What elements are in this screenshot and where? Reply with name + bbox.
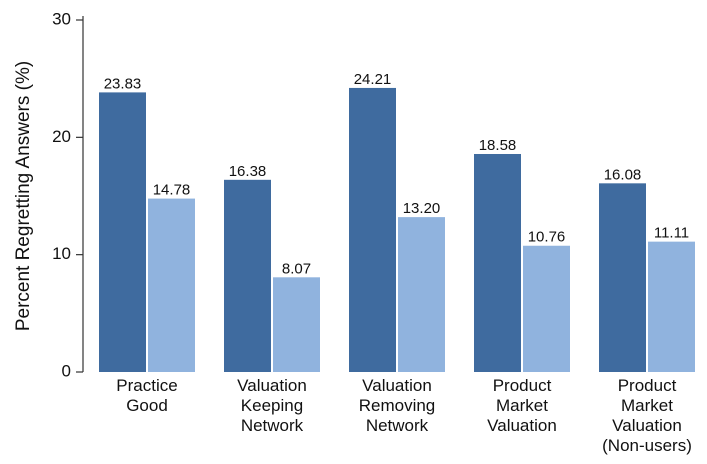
value-label: 8.07 [282,260,311,277]
x-tick-label: Product Market Valuation [487,376,557,435]
value-label: 24.21 [354,71,392,88]
y-tick-label: 10 [52,244,71,263]
x-tick-label: Product Market Valuation (Non-users) [602,376,692,455]
bar [648,241,695,372]
y-tick-label: 0 [62,361,71,380]
bar [523,245,570,372]
value-label: 18.58 [479,137,517,154]
value-label: 13.20 [403,200,441,217]
y-tick-label: 20 [52,127,71,146]
y-tick-label: 30 [52,9,71,28]
bar [148,198,195,372]
bar [224,179,271,372]
bar [474,153,521,372]
value-label: 10.76 [528,229,566,246]
value-label: 23.83 [104,75,142,92]
x-tick-label: Valuation Removing Network [359,376,436,435]
x-tick-label: Valuation Keeping Network [237,376,307,435]
bar [599,183,646,372]
value-label: 16.08 [604,166,642,183]
value-label: 14.78 [153,182,191,199]
x-tick-label: Practice Good [116,376,177,415]
bar [349,87,396,372]
bar [398,217,445,372]
value-label: 16.38 [229,163,267,180]
y-axis-label: Percent Regretting Answers (%) [13,61,34,331]
bar [273,277,320,372]
value-label: 11.11 [654,225,689,242]
bar [99,92,146,373]
